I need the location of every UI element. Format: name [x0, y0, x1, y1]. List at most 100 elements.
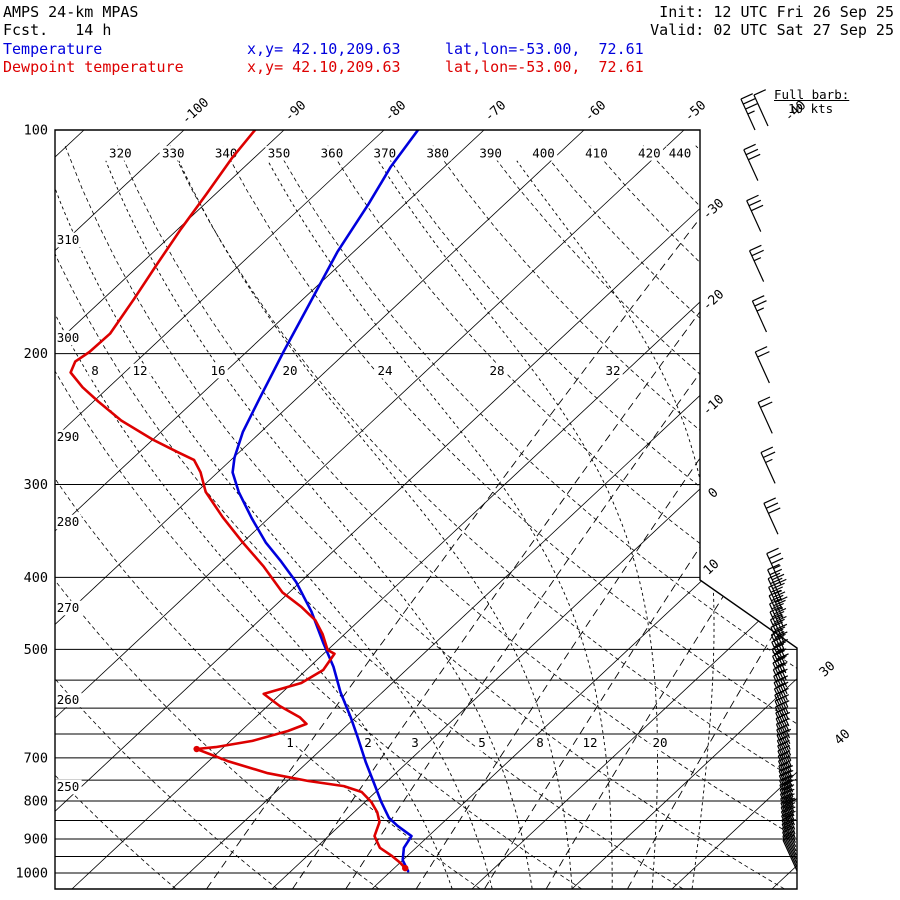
dewpoint-latlon: lat,lon=-53.00, 72.61 — [445, 58, 644, 76]
svg-text:700: 700 — [24, 750, 48, 766]
svg-text:410: 410 — [585, 145, 608, 160]
init-time: Init: 12 UTC Fri 26 Sep 25 — [659, 3, 894, 21]
dewpoint-xy: x,y= 42.10,209.63 — [247, 58, 401, 76]
dry-adiabat-label: 330 — [159, 145, 187, 161]
isotherm-top-label: -70 — [482, 98, 509, 125]
svg-text:0: 0 — [706, 485, 722, 501]
barb-legend-title: Full barb: — [774, 87, 850, 102]
svg-text:1000: 1000 — [15, 866, 48, 882]
svg-text:320: 320 — [109, 145, 132, 160]
barb-legend-value: 10 kts — [788, 101, 834, 116]
wind-barbs — [740, 89, 798, 872]
moist-adiabat-label: 24 — [375, 363, 395, 379]
pressure-axis-label: 700 — [24, 750, 48, 766]
pressure-axis-label: 1000 — [15, 866, 48, 882]
svg-text:32: 32 — [605, 363, 620, 378]
isotherm-top-label: -90 — [282, 98, 309, 125]
svg-text:270: 270 — [57, 600, 80, 615]
trace-marker-dot — [193, 745, 200, 753]
pressure-gridlines — [55, 130, 797, 874]
svg-text:-60: -60 — [582, 98, 609, 125]
isotherm-right-label: 30 — [817, 659, 839, 681]
svg-text:260: 260 — [57, 692, 80, 707]
plot-boundary — [54, 129, 798, 890]
svg-text:-80: -80 — [382, 98, 409, 125]
dry-adiabat-label: 360 — [318, 145, 346, 161]
mixing-ratio-label: 8 — [534, 735, 546, 751]
svg-text:300: 300 — [24, 477, 48, 493]
svg-text:40: 40 — [832, 727, 854, 749]
isotherm-right-label: -10 — [700, 392, 727, 419]
svg-text:280: 280 — [57, 514, 80, 529]
svg-text:-20: -20 — [700, 287, 727, 314]
svg-text:-50: -50 — [682, 98, 709, 125]
dry-adiabat-label: 260 — [55, 692, 82, 708]
svg-text:16: 16 — [210, 363, 225, 378]
temperature-legend-label: Temperature — [3, 40, 103, 58]
trace-marker-dot — [402, 864, 409, 872]
valid-time: Valid: 02 UTC Sat 27 Sep 25 — [650, 21, 894, 39]
svg-text:300: 300 — [57, 330, 80, 345]
pressure-axis-label: 800 — [24, 793, 48, 809]
svg-text:8: 8 — [536, 735, 544, 750]
svg-text:200: 200 — [24, 346, 48, 362]
model-title: AMPS 24-km MPAS — [3, 3, 139, 21]
svg-text:310: 310 — [57, 232, 80, 247]
mixing-ratio-label: 2 — [362, 735, 374, 751]
svg-text:-30: -30 — [700, 196, 727, 223]
svg-text:800: 800 — [24, 793, 48, 809]
svg-text:-100: -100 — [179, 95, 212, 127]
mixing-ratio-label: 20 — [650, 735, 670, 751]
dry-adiabat-label: 250 — [55, 779, 82, 795]
moist-adiabat-lines — [55, 160, 715, 889]
forecast-hour: Fcst. 14 h — [3, 21, 112, 39]
moist-adiabat-label: 32 — [603, 363, 623, 379]
svg-text:24: 24 — [377, 363, 392, 378]
moist-adiabat-label: 12 — [130, 363, 150, 379]
svg-text:360: 360 — [321, 145, 344, 160]
dry-adiabat-label: 280 — [55, 514, 82, 530]
mixing-ratio-lines — [206, 188, 797, 889]
pressure-axis-label: 500 — [24, 642, 48, 658]
svg-text:1: 1 — [286, 735, 294, 750]
dry-adiabat-label: 390 — [477, 145, 505, 161]
mixing-ratio-label: 1 — [284, 735, 296, 751]
pressure-axis-label: 400 — [24, 570, 48, 586]
temperature-latlon: lat,lon=-53.00, 72.61 — [445, 40, 644, 58]
svg-text:20: 20 — [652, 735, 667, 750]
mixing-ratio-label: 12 — [580, 735, 600, 751]
svg-text:10: 10 — [701, 557, 723, 579]
svg-text:370: 370 — [374, 145, 397, 160]
isotherm-top-label: -60 — [582, 98, 609, 125]
pressure-axis-label: 100 — [24, 123, 48, 139]
isotherm-right-label: 0 — [706, 485, 722, 501]
svg-text:380: 380 — [426, 145, 449, 160]
dry-adiabat-label: 370 — [371, 145, 399, 161]
isotherm-right-label: -30 — [700, 196, 727, 223]
moist-adiabat-label: 16 — [208, 363, 228, 379]
svg-text:500: 500 — [24, 642, 48, 658]
svg-text:250: 250 — [57, 779, 80, 794]
pressure-axis-label: 900 — [24, 832, 48, 848]
svg-text:290: 290 — [57, 429, 80, 444]
mixing-ratio-label: 5 — [476, 735, 488, 751]
moist-adiabat-label: 28 — [487, 363, 507, 379]
svg-text:100: 100 — [24, 123, 48, 139]
dry-adiabat-label: 270 — [55, 600, 82, 616]
isotherm-right-label: -20 — [700, 287, 727, 314]
dry-adiabat-label: 300 — [55, 330, 82, 346]
svg-text:400: 400 — [532, 145, 555, 160]
svg-text:-90: -90 — [282, 98, 309, 125]
svg-text:-10: -10 — [700, 392, 727, 419]
svg-text:8: 8 — [91, 363, 99, 378]
svg-text:400: 400 — [24, 570, 48, 586]
isotherm-right-label: 40 — [832, 727, 854, 749]
dry-adiabat-label: 380 — [424, 145, 452, 161]
svg-text:2: 2 — [364, 735, 372, 750]
pressure-axis-label: 200 — [24, 346, 48, 362]
svg-text:30: 30 — [817, 659, 839, 681]
svg-text:390: 390 — [479, 145, 502, 160]
